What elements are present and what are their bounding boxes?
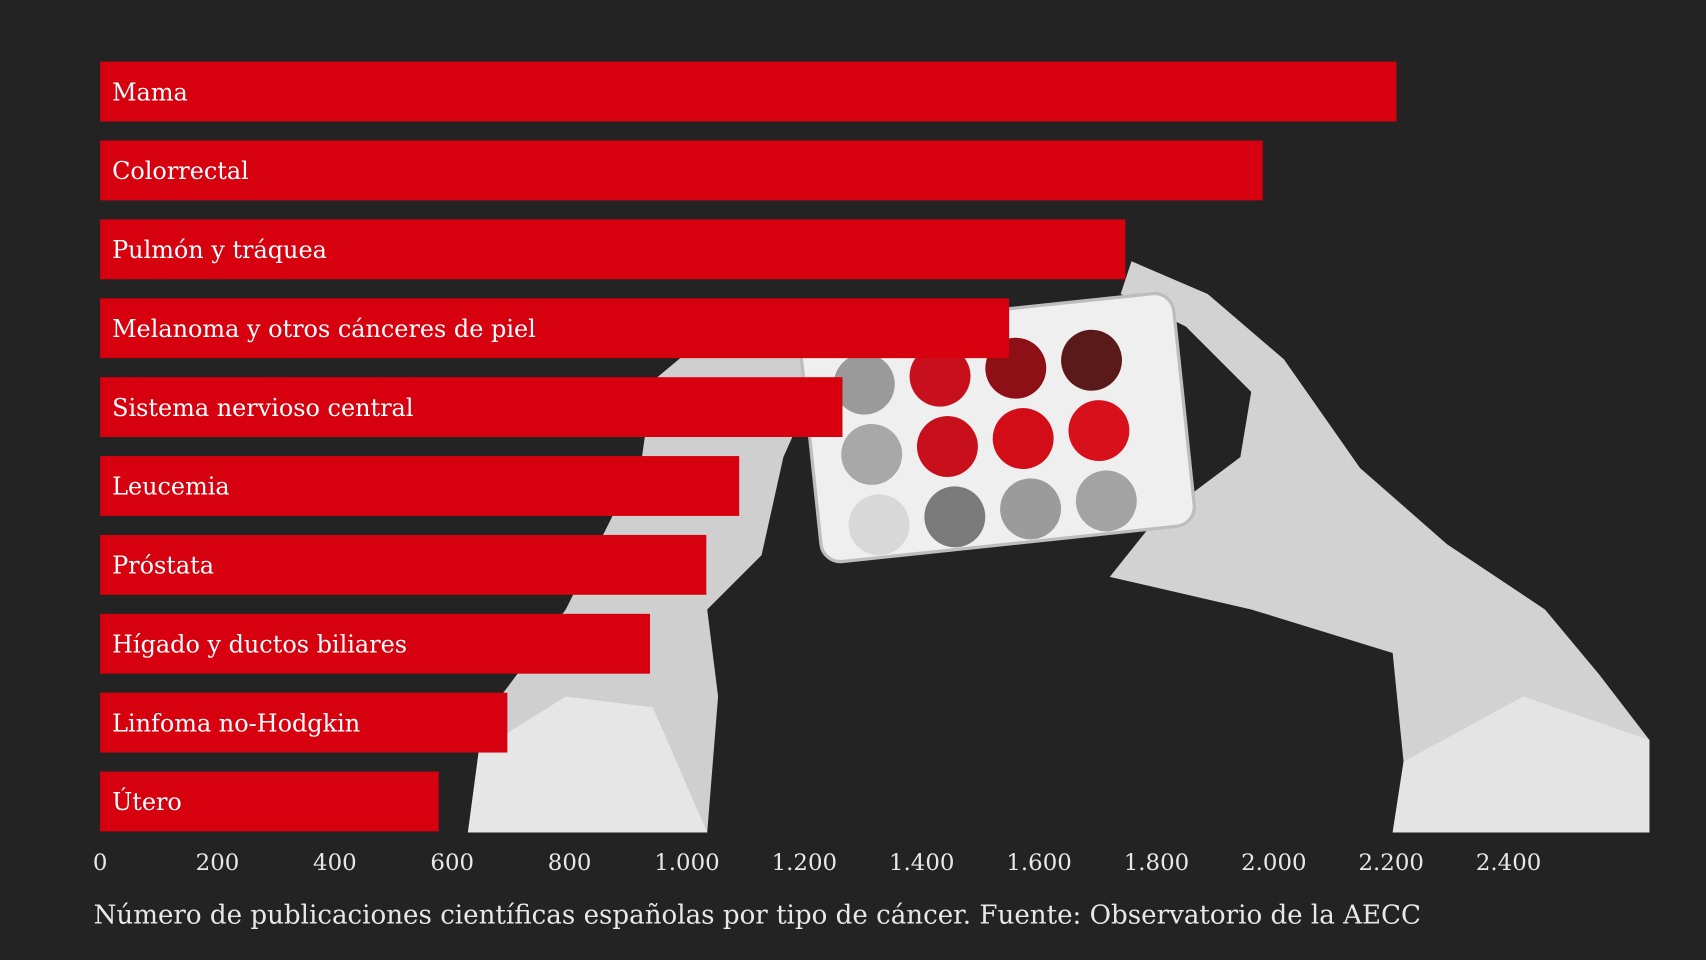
bar-label: Sistema nervioso central [112, 394, 413, 422]
bar [100, 692, 508, 753]
x-tick-label: 1.000 [654, 850, 719, 876]
bar [100, 298, 1010, 359]
x-tick-label: 2.400 [1476, 850, 1541, 876]
bar-label: Próstata [112, 552, 214, 580]
bar-label: Linfoma no-Hodgkin [112, 709, 360, 737]
x-tick-label: 1.800 [1124, 850, 1189, 876]
bar [100, 456, 740, 516]
bar [100, 61, 1397, 122]
bar-label: Pulmón y tráquea [112, 236, 327, 264]
x-tick-label: 1.400 [889, 850, 954, 876]
bar-label: Leucemia [112, 473, 230, 501]
x-tick-label: 2.200 [1359, 850, 1424, 876]
bar-label: Hígado y ductos biliares [112, 630, 407, 658]
bar-label: Melanoma y otros cánceres de piel [112, 315, 536, 343]
x-tick-label: 800 [548, 850, 592, 876]
x-tick-label: 400 [313, 850, 357, 876]
x-tick-label: 1.600 [1006, 850, 1071, 876]
bar [100, 140, 1263, 201]
x-tick-label: 2.000 [1241, 850, 1306, 876]
bar [100, 771, 439, 832]
bar [100, 377, 843, 438]
bar [100, 534, 707, 595]
bar-label: Mama [112, 78, 188, 106]
x-tick-label: 200 [196, 850, 240, 876]
x-tick-label: 1.200 [772, 850, 837, 876]
caption: Número de publicaciones científicas espa… [94, 900, 1421, 930]
bar-label: Colorrectal [112, 157, 249, 185]
bar [100, 219, 1126, 280]
x-tick-label: 600 [430, 850, 474, 876]
bar-label: Útero [112, 787, 182, 816]
x-tick-label: 0 [93, 850, 108, 876]
bar [100, 613, 650, 674]
